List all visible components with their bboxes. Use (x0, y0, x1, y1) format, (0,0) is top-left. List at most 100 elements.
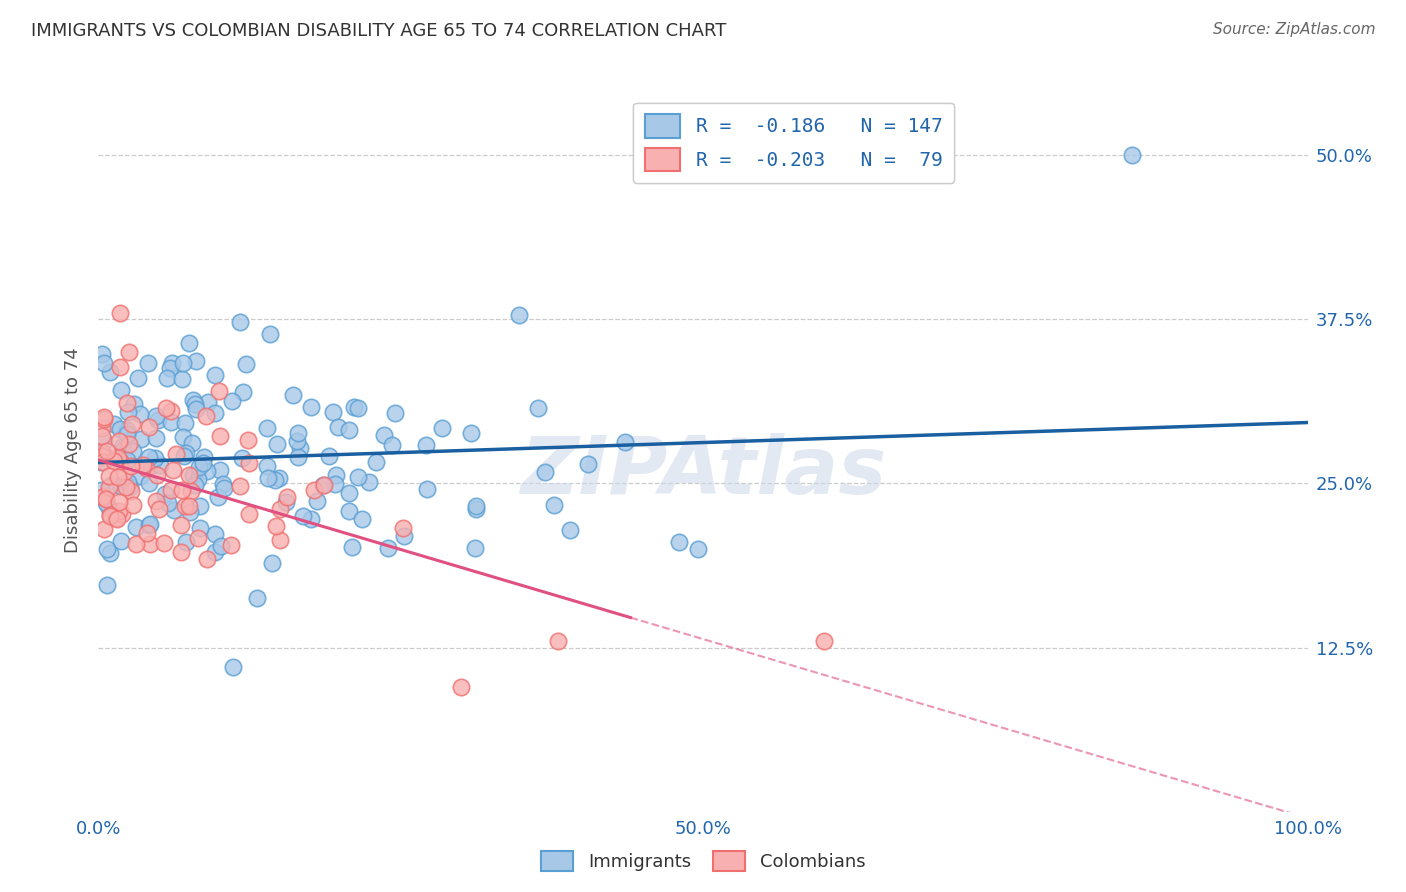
Point (170, 545, 193, 559)
Point (127, 371, 149, 385)
Point (108, 305, 131, 319)
Point (117, 405, 139, 419)
Point (269, 502, 291, 516)
Point (1121, 148, 1143, 162)
Point (264, 519, 287, 533)
Point (187, 531, 209, 545)
Point (256, 471, 278, 485)
Point (179, 505, 201, 519)
Point (180, 484, 202, 499)
Point (91, 347, 114, 361)
Point (172, 483, 194, 498)
Point (377, 541, 399, 555)
Point (107, 450, 129, 465)
Point (118, 345, 141, 359)
Point (173, 499, 195, 513)
Point (416, 482, 439, 496)
Point (430, 420, 453, 434)
Text: Source: ZipAtlas.com: Source: ZipAtlas.com (1212, 22, 1375, 37)
Point (181, 468, 204, 483)
Point (155, 401, 177, 415)
Text: ZIPAtlas: ZIPAtlas (520, 434, 886, 511)
Point (98, 509, 121, 524)
Point (111, 507, 134, 521)
Point (343, 400, 366, 414)
Point (110, 440, 132, 454)
Point (105, 511, 128, 525)
Point (337, 504, 360, 518)
Point (172, 356, 194, 370)
Point (287, 450, 309, 464)
Point (238, 456, 260, 470)
Point (292, 508, 315, 523)
Point (187, 460, 209, 475)
Point (135, 461, 157, 475)
Point (190, 521, 212, 535)
Point (508, 308, 530, 322)
Point (312, 477, 335, 491)
Point (93, 434, 115, 449)
Point (96, 443, 118, 458)
Point (143, 450, 166, 465)
Point (186, 354, 208, 368)
Point (91, 444, 114, 458)
Point (122, 498, 145, 512)
Point (91, 449, 114, 463)
Point (269, 533, 291, 548)
Point (337, 423, 360, 437)
Point (138, 475, 160, 490)
Point (614, 435, 637, 450)
Point (139, 517, 162, 532)
Point (115, 480, 138, 494)
Point (350, 512, 373, 526)
Point (259, 327, 281, 342)
Point (128, 407, 150, 421)
Point (93, 409, 115, 424)
Point (146, 467, 169, 482)
Point (162, 463, 184, 477)
Point (285, 434, 308, 449)
Point (381, 438, 404, 452)
Point (98, 480, 121, 494)
Point (450, 680, 472, 694)
Point (232, 385, 254, 400)
Point (184, 397, 207, 411)
Point (103, 417, 125, 431)
Point (304, 483, 326, 497)
Point (340, 540, 363, 554)
Point (132, 458, 155, 472)
Point (125, 536, 148, 550)
Point (235, 357, 257, 371)
Point (156, 496, 179, 510)
Point (534, 465, 557, 479)
Point (110, 383, 132, 397)
Point (124, 397, 146, 411)
Point (460, 425, 482, 440)
Point (299, 512, 322, 526)
Point (287, 426, 309, 441)
Point (115, 423, 138, 437)
Point (148, 501, 170, 516)
Point (204, 545, 226, 559)
Point (100, 477, 122, 491)
Point (96, 542, 118, 557)
Point (576, 458, 599, 472)
Point (266, 436, 288, 450)
Point (125, 520, 148, 534)
Point (107, 470, 129, 484)
Point (267, 471, 290, 485)
Point (813, 634, 835, 648)
Point (208, 384, 231, 399)
Point (160, 404, 183, 418)
Point (153, 536, 176, 550)
Point (91, 490, 114, 504)
Point (91, 420, 114, 434)
Point (256, 458, 278, 473)
Point (357, 475, 380, 490)
Point (90, 455, 112, 469)
Point (187, 472, 209, 486)
Point (262, 556, 284, 570)
Point (180, 436, 202, 450)
Point (212, 481, 235, 495)
Point (118, 437, 141, 451)
